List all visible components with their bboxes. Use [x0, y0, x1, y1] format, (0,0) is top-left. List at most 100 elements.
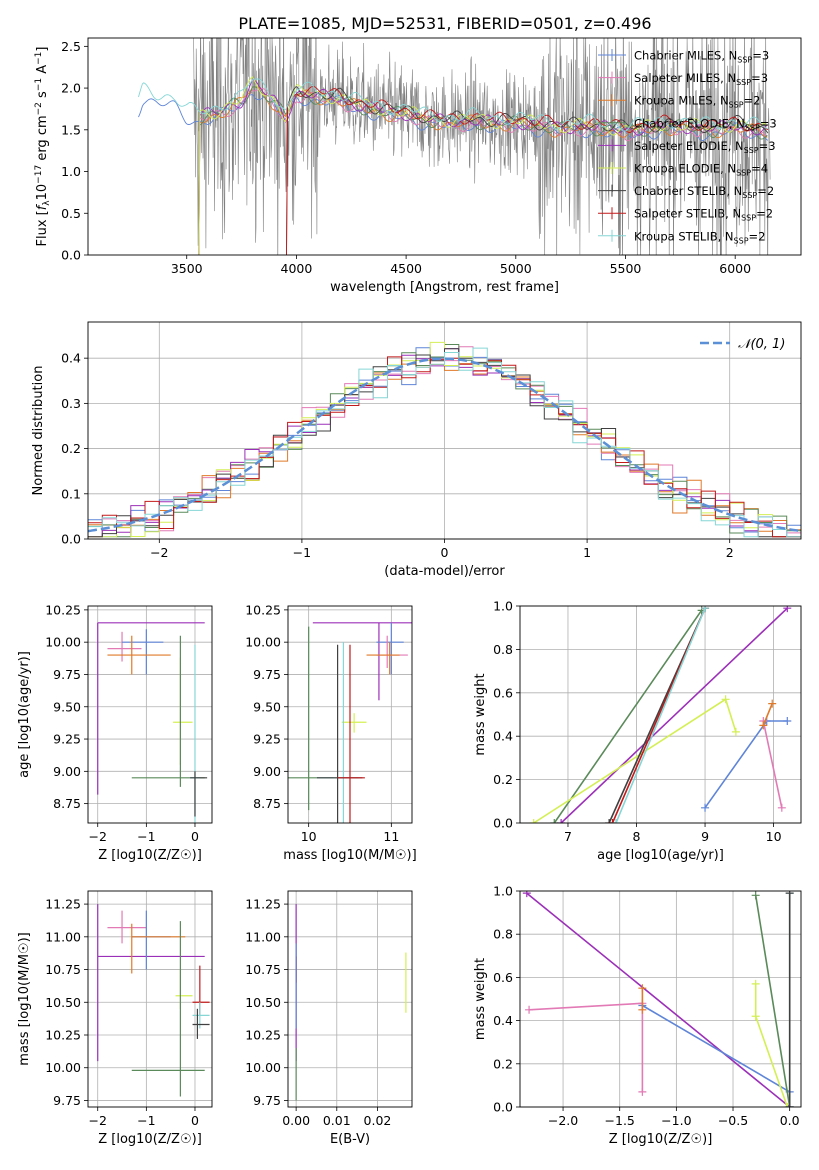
weight-point-marker	[721, 695, 730, 704]
errorbar-point	[107, 910, 147, 944]
y-tick-label: 1.5	[61, 122, 81, 137]
errorbar-point	[337, 644, 365, 823]
x-tick-label: −1	[137, 1113, 155, 1128]
errorbar-point	[376, 635, 408, 668]
y-tick-label: 9.75	[53, 667, 81, 682]
weight_vs_age-plot-area	[529, 606, 792, 823]
y-tick-label: 0.2	[493, 1056, 513, 1071]
mass_vs_ebv-axes: 0.00 0.01 0.02 9.75 10.00 10.25 10.50 10.75 11.0…	[245, 891, 412, 1128]
y-tick-label: 1.0	[61, 164, 81, 179]
model-line-salpeter-stelib	[286, 86, 769, 255]
errorbar-point	[131, 921, 205, 1097]
x-tick-label: −2	[89, 829, 107, 844]
x-tick-label: −1	[137, 829, 155, 844]
y-tick-label: 9.50	[253, 699, 281, 714]
x-tick-label: 8	[633, 829, 641, 844]
y-tick-label: 0.6	[493, 970, 513, 985]
x-tick-label: 11	[383, 829, 399, 844]
legend-label: 𝒩(0, 1)	[738, 337, 785, 352]
y-tick-label: 10.75	[45, 962, 81, 977]
age_vs_Z-frame	[87, 605, 213, 824]
x-tick-label: −1.0	[661, 1113, 691, 1128]
y-tick-label: 10.00	[245, 635, 281, 650]
weight-point-marker	[605, 819, 614, 823]
weight-line-chabrier-elodie	[754, 895, 791, 1107]
errorbar-point	[192, 1008, 210, 1039]
x-tick-label: −1	[293, 545, 311, 560]
legend-label: Chabrier MILES, NSSP=3	[634, 49, 769, 65]
weight-line-kroupa-stelib	[615, 607, 706, 823]
weight-line-kroupa-miles	[762, 703, 773, 726]
weight-point-marker	[638, 1087, 647, 1096]
model-line-kroupa-elodie	[198, 76, 768, 255]
weight-point-marker	[768, 699, 777, 708]
legend-label: Chabrier ELODIE, NSSP=3	[634, 116, 777, 132]
spectrum-plot-area	[138, 38, 771, 255]
mass_vs_ebv-xlabel: E(B-V)	[330, 1132, 370, 1147]
weight-point-marker	[550, 819, 559, 823]
residuals-plot-area	[88, 341, 801, 538]
y-tick-label: 2.5	[61, 39, 81, 54]
x-tick-label: 9	[701, 829, 709, 844]
model-line-salpeter-miles	[198, 87, 768, 255]
weight-line-chabrier-miles	[641, 1004, 791, 1093]
x-tick-label: 5500	[610, 261, 642, 276]
weight_vs_age-ylabel: mass weight	[473, 673, 488, 755]
legend-label: Kroupa STELIB, NSSP=2	[634, 229, 765, 245]
y-tick-label: 0.4	[493, 1013, 513, 1028]
y-tick-label: 10.25	[45, 602, 81, 617]
errorbar-point	[366, 642, 400, 675]
weight-line-chabrier-elodie	[553, 609, 703, 823]
weight_vs_Z-ylabel: mass weight	[473, 958, 488, 1040]
normal-curve	[88, 357, 799, 533]
x-tick-label: 7	[564, 829, 572, 844]
x-tick-label: 0.0	[780, 1113, 800, 1128]
mass_vs_Z-frame	[87, 890, 213, 1108]
y-tick-label: 0.0	[61, 248, 81, 263]
errorbar-point	[316, 644, 363, 823]
weight-line-salpeter-miles	[529, 1002, 644, 1092]
y-tick-label: 11.00	[245, 929, 281, 944]
weight-point-marker	[525, 1005, 534, 1014]
y-tick-label: 0.4	[61, 351, 81, 366]
age_vs_Z-ylabel: age [log10(age/yr)]	[17, 651, 32, 778]
spectrum-xlabel: wavelength [Angstrom, rest frame]	[330, 280, 559, 295]
legend-label: Kroupa ELODIE, NSSP=4	[634, 162, 768, 178]
x-tick-label: 3500	[171, 261, 203, 276]
mass_vs_Z-axes: −2 −1 0 9.75 10.00 10.25 10.50 10.75 11.00 11.25	[45, 891, 212, 1128]
histogram-kroupa-stelib	[88, 347, 801, 538]
age_vs_mass-plot-area	[288, 622, 412, 823]
x-tick-label: 0.01	[323, 1113, 351, 1128]
x-tick-label: 0	[191, 829, 199, 844]
weight-point-marker	[783, 717, 792, 726]
y-tick-label: 0.8	[493, 642, 513, 657]
spectrum-ylabel: Flux [fλ10−17 erg cm−2 s−1 A−1]	[34, 47, 52, 247]
figure-title: PLATE=1085, MJD=52531, FIBERID=0501, z=0…	[238, 14, 651, 33]
errorbar-point	[190, 771, 208, 817]
residuals-legend: 𝒩(0, 1)	[700, 337, 785, 352]
weight-point-marker	[529, 819, 538, 823]
y-tick-label: 11.25	[245, 897, 281, 912]
weight_vs_Z-frame	[519, 890, 802, 1108]
y-tick-label: 9.25	[53, 732, 81, 747]
age_vs_Z-plot-area	[97, 622, 208, 823]
legend-label: Kroupa MILES, NSSP=2	[634, 94, 760, 110]
errorbar-point	[288, 626, 334, 811]
y-tick-label: 10.25	[245, 602, 281, 617]
x-tick-label: 4500	[390, 261, 422, 276]
y-tick-label: 10.75	[245, 962, 281, 977]
weight-point-marker	[783, 606, 792, 613]
y-tick-label: 0.0	[493, 1100, 513, 1115]
y-tick-label: 0.0	[493, 816, 513, 831]
weight_vs_Z-plot-area	[522, 891, 794, 1107]
errorbar-point	[312, 622, 412, 701]
y-tick-label: 9.50	[53, 699, 81, 714]
weight-point-marker	[731, 727, 740, 736]
spectrum-frame	[87, 37, 802, 256]
residuals-ylabel: Normed distribution	[31, 366, 46, 496]
weight-point-marker	[701, 606, 710, 613]
y-tick-label: 0.1	[61, 486, 81, 501]
weight-point-marker	[557, 819, 566, 823]
errorbar-point	[341, 713, 367, 733]
